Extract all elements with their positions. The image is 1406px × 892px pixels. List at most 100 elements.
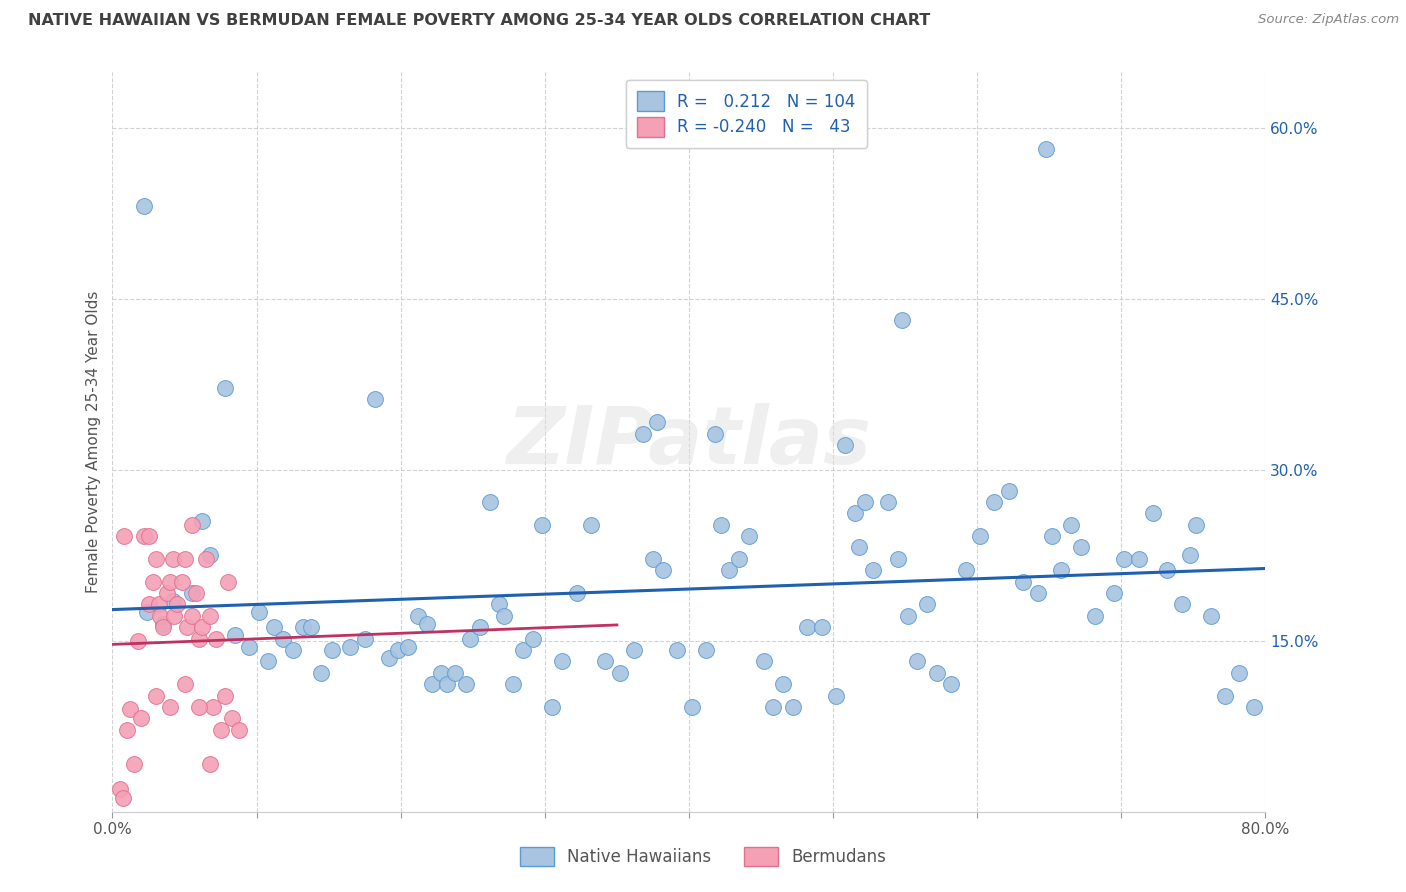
Point [214, 381, 236, 395]
Legend: R =   0.212   N = 104, R = -0.240   N =   43: R = 0.212 N = 104, R = -0.240 N = 43 [626, 79, 868, 148]
Point [512, 643, 534, 657]
Point [955, 563, 977, 577]
Point [645, 415, 668, 429]
Point [1040, 529, 1063, 543]
Point [728, 552, 751, 566]
Point [387, 643, 409, 657]
Point [191, 514, 214, 528]
Point [321, 643, 343, 657]
Point [162, 594, 184, 608]
Point [848, 541, 870, 555]
Point [998, 483, 1021, 498]
Point [159, 700, 181, 714]
Point [159, 574, 181, 589]
Point [897, 608, 920, 623]
Point [163, 608, 186, 623]
Point [205, 632, 228, 646]
Text: Source: ZipAtlas.com: Source: ZipAtlas.com [1258, 13, 1399, 27]
Point [623, 643, 645, 657]
Point [378, 651, 401, 665]
Point [565, 586, 588, 600]
Point [1114, 552, 1136, 566]
Point [1026, 586, 1049, 600]
Text: NATIVE HAWAIIAN VS BERMUDAN FEMALE POVERTY AMONG 25-34 YEAR OLDS CORRELATION CHA: NATIVE HAWAIIAN VS BERMUDAN FEMALE POVER… [28, 13, 931, 29]
Point [1156, 563, 1178, 577]
Point [738, 529, 761, 543]
Point [844, 506, 866, 520]
Point [191, 620, 214, 634]
Point [810, 620, 832, 634]
Point [666, 643, 689, 657]
Point [217, 574, 239, 589]
Point [941, 677, 963, 691]
Point [488, 598, 510, 612]
Point [249, 606, 271, 620]
Point [291, 620, 314, 634]
Point [129, 711, 153, 725]
Point [238, 640, 260, 654]
Point [200, 756, 222, 771]
Point [108, 781, 131, 796]
Point [862, 563, 884, 577]
Point [1060, 517, 1083, 532]
Point [122, 756, 145, 771]
Point [188, 632, 211, 646]
Point [458, 632, 481, 646]
Point [228, 723, 250, 737]
Point [522, 632, 544, 646]
Point [1213, 689, 1236, 703]
Point [796, 620, 818, 634]
Point [772, 677, 794, 691]
Point [202, 700, 225, 714]
Point [436, 677, 458, 691]
Point [166, 598, 188, 612]
Point [148, 598, 170, 612]
Point [118, 702, 141, 716]
Point [180, 586, 202, 600]
Point [1229, 665, 1251, 680]
Y-axis label: Female Poverty Among 25-34 Year Olds: Female Poverty Among 25-34 Year Olds [86, 291, 101, 592]
Point [703, 426, 725, 441]
Point [170, 574, 193, 589]
Point [430, 665, 453, 680]
Point [468, 620, 491, 634]
Point [530, 517, 553, 532]
Point [152, 616, 174, 631]
Point [396, 640, 419, 654]
Point [415, 616, 437, 631]
Point [173, 552, 195, 566]
Point [983, 495, 1005, 509]
Point [311, 665, 333, 680]
Point [214, 689, 236, 703]
Point [406, 608, 429, 623]
Point [1084, 608, 1107, 623]
Point [173, 677, 195, 691]
Point [853, 495, 876, 509]
Point [162, 552, 184, 566]
Point [595, 654, 617, 668]
Point [339, 640, 361, 654]
Point [925, 665, 948, 680]
Point [180, 608, 202, 623]
Point [134, 529, 156, 543]
Point [188, 700, 211, 714]
Point [969, 529, 991, 543]
Point [299, 620, 322, 634]
Text: ZIPatlas: ZIPatlas [506, 402, 872, 481]
Point [353, 632, 375, 646]
Point [1128, 552, 1150, 566]
Point [1171, 598, 1194, 612]
Point [364, 392, 387, 407]
Point [138, 529, 160, 543]
Point [494, 608, 516, 623]
Point [876, 495, 898, 509]
Point [887, 552, 910, 566]
Point [1070, 541, 1092, 555]
Point [112, 529, 135, 543]
Point [152, 620, 174, 634]
Point [825, 689, 848, 703]
Point [915, 598, 938, 612]
Point [1243, 700, 1265, 714]
Point [176, 620, 198, 634]
Point [221, 711, 243, 725]
